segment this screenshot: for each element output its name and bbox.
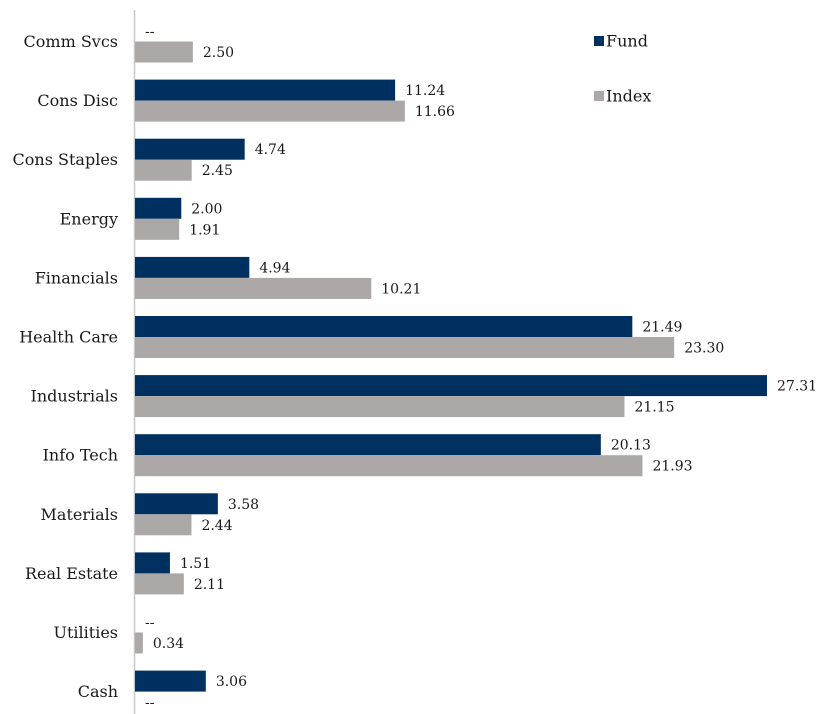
bar-index-cons-disc <box>135 100 405 122</box>
value-label-fund-financials: 4.94 <box>259 260 290 276</box>
bar-index-utilities <box>135 632 143 654</box>
bars <box>135 41 767 692</box>
bar-index-real-estate <box>135 573 184 595</box>
value-labels: -- 2.50 11.24 11.66 4.74 2.45 2.00 1.91 4.94 10.2… <box>145 24 817 711</box>
category-label-energy: Energy <box>60 209 118 228</box>
bar-fund-real-estate <box>135 552 170 574</box>
bar-fund-cons-disc <box>135 79 396 101</box>
value-label-fund-real-estate: 1.51 <box>180 556 211 572</box>
value-label-fund-health-care: 21.49 <box>642 320 682 336</box>
category-labels: Comm Svcs Cons Disc Cons Staples Energy Fina… <box>13 32 118 701</box>
value-label-index-cash: -- <box>145 695 155 711</box>
value-label-index-energy: 1.91 <box>189 222 220 238</box>
category-label-financials: Financials <box>35 268 118 287</box>
bar-index-cons-staples <box>135 159 192 181</box>
bar-fund-cash <box>135 670 206 692</box>
legend-label-index: Index <box>606 87 651 106</box>
value-label-fund-cons-disc: 11.24 <box>405 83 445 99</box>
value-label-fund-industrials: 27.31 <box>777 379 817 395</box>
value-label-index-utilities: 0.34 <box>153 636 184 652</box>
value-label-index-cons-disc: 11.66 <box>415 104 455 120</box>
bar-index-comm-svcs <box>135 41 193 63</box>
legend-swatch-fund <box>594 36 604 46</box>
bar-fund-financials <box>135 256 250 278</box>
value-label-index-real-estate: 2.11 <box>194 577 225 593</box>
value-label-fund-utilities: -- <box>145 615 155 631</box>
bar-fund-info-tech <box>135 434 601 456</box>
bar-index-energy <box>135 218 180 240</box>
value-label-index-health-care: 23.30 <box>684 341 724 357</box>
category-label-industrials: Industrials <box>31 387 118 406</box>
category-label-comm-svcs: Comm Svcs <box>24 32 118 51</box>
bar-index-health-care <box>135 337 675 358</box>
category-label-info-tech: Info Tech <box>43 446 118 465</box>
category-label-cons-staples: Cons Staples <box>13 150 118 169</box>
bar-fund-cons-staples <box>135 138 245 160</box>
value-label-index-financials: 10.21 <box>381 281 421 297</box>
bar-fund-materials <box>135 493 218 515</box>
category-label-materials: Materials <box>41 505 118 524</box>
value-label-fund-materials: 3.58 <box>228 497 259 513</box>
value-label-fund-comm-svcs: -- <box>145 24 155 40</box>
category-label-real-estate: Real Estate <box>25 564 118 583</box>
value-label-index-industrials: 21.15 <box>634 400 674 416</box>
value-label-fund-cons-staples: 4.74 <box>255 142 286 158</box>
legend: Fund Index <box>594 32 651 106</box>
value-label-index-info-tech: 21.93 <box>652 459 692 475</box>
category-label-cons-disc: Cons Disc <box>37 91 118 110</box>
bar-fund-industrials <box>135 375 767 397</box>
value-label-index-materials: 2.44 <box>201 518 232 534</box>
value-label-fund-info-tech: 20.13 <box>611 438 651 454</box>
value-label-fund-cash: 3.06 <box>216 674 247 690</box>
bar-index-industrials <box>135 396 625 418</box>
bar-fund-energy <box>135 197 182 219</box>
value-label-index-comm-svcs: 2.50 <box>203 45 234 61</box>
bar-index-materials <box>135 514 192 536</box>
category-label-health-care: Health Care <box>19 328 118 347</box>
category-label-utilities: Utilities <box>54 623 119 642</box>
bar-fund-health-care <box>135 316 633 337</box>
legend-swatch-index <box>594 91 604 101</box>
bar-index-financials <box>135 277 372 299</box>
value-label-index-cons-staples: 2.45 <box>202 163 233 179</box>
legend-label-fund: Fund <box>606 32 648 51</box>
category-label-cash: Cash <box>78 682 118 701</box>
bar-index-info-tech <box>135 455 643 477</box>
value-label-fund-energy: 2.00 <box>191 201 222 217</box>
